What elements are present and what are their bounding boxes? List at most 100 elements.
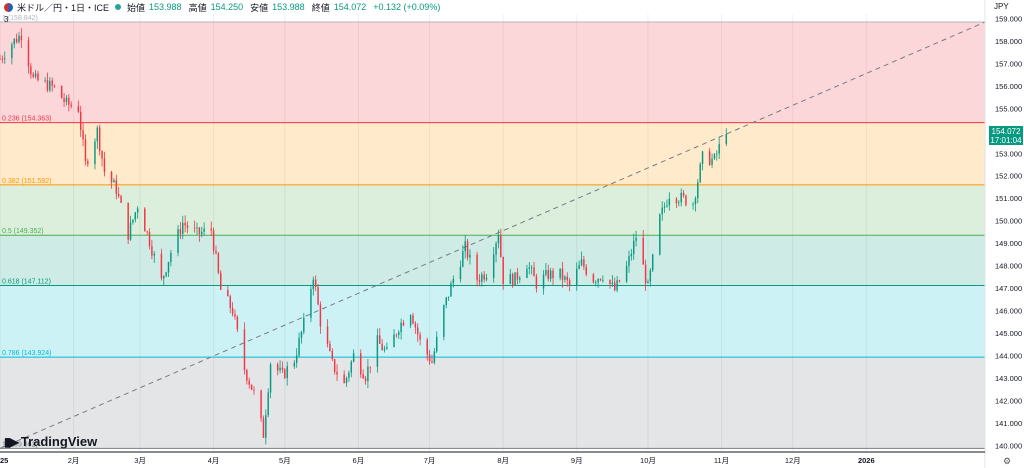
candle-body xyxy=(246,370,248,381)
candle-body xyxy=(644,264,647,284)
fib-level-label: 0.236 (154.363) xyxy=(2,116,51,123)
candle-body xyxy=(170,252,172,263)
tradingview-logo[interactable]: ▮▶ TradingView xyxy=(4,434,97,449)
candle-body xyxy=(542,274,545,289)
candle-body xyxy=(478,280,481,282)
candle-body xyxy=(265,415,267,438)
candle-body xyxy=(333,359,336,372)
candle-body xyxy=(618,280,621,282)
candle-body xyxy=(212,230,215,251)
candle-body xyxy=(165,272,167,276)
settings-gear-icon[interactable]: ⚙ xyxy=(1003,456,1012,466)
candle-body xyxy=(635,237,637,241)
candle-body xyxy=(678,202,680,204)
high-value: 154.250 xyxy=(210,2,244,12)
candle-body xyxy=(314,279,317,287)
fib-bands xyxy=(0,22,985,449)
candle-body xyxy=(11,44,13,59)
currency-label[interactable]: JPY xyxy=(994,2,1009,11)
candle-body xyxy=(545,270,547,275)
candle-body xyxy=(87,161,89,165)
candle-body xyxy=(248,380,250,385)
change-value: +0.132 (+0.09%) xyxy=(373,2,441,12)
price-tick-label: 152.000 xyxy=(995,172,1022,181)
candle-body xyxy=(497,235,500,244)
candle-body xyxy=(459,266,462,280)
price-tick-label: 147.000 xyxy=(995,284,1022,293)
candle-body xyxy=(445,297,447,306)
candle-body xyxy=(452,279,455,284)
candle-body xyxy=(381,343,383,351)
candle-body xyxy=(464,241,466,252)
candle-body xyxy=(364,378,367,382)
tv-logo-icon: ▮▶ xyxy=(4,434,19,449)
time-tick-label: 12月 xyxy=(785,456,801,465)
candle-body xyxy=(229,296,231,308)
price-tick-label: 150.000 xyxy=(995,217,1022,226)
candle-body xyxy=(13,38,15,45)
candle-body xyxy=(476,254,478,281)
candle-body xyxy=(725,133,728,144)
candle-body xyxy=(260,390,262,419)
fib-level-label: 0.618 (147.112) xyxy=(2,279,51,286)
candle-body xyxy=(547,270,550,279)
indicator-counter[interactable]: 3 xyxy=(4,15,9,24)
candle-body xyxy=(82,130,84,140)
candle-body xyxy=(117,193,120,197)
time-tick-label: 8月 xyxy=(497,456,509,465)
candle-body xyxy=(293,362,296,367)
candle-body xyxy=(647,281,649,284)
candle-body xyxy=(383,348,386,351)
time-tick-label: 5月 xyxy=(279,456,291,465)
candle-body xyxy=(101,150,103,159)
candle-body xyxy=(379,335,381,344)
candle-body xyxy=(153,253,156,256)
candle-body xyxy=(360,353,362,375)
candle-body xyxy=(528,267,531,269)
candle-body xyxy=(193,227,196,229)
candle-body xyxy=(711,158,713,165)
current-price-tag: 154.072 17:01:04 xyxy=(989,126,1023,145)
price-tick-label: 157.000 xyxy=(995,59,1022,68)
candle-body xyxy=(201,231,203,235)
candle-body xyxy=(219,272,222,290)
candle-body xyxy=(495,243,497,255)
candle-body xyxy=(443,305,445,337)
candle-body xyxy=(500,235,502,257)
candle-body xyxy=(63,98,65,102)
candle-body xyxy=(70,104,72,107)
candle-body xyxy=(4,58,6,60)
candle-body xyxy=(243,329,246,371)
candle-body xyxy=(329,343,331,351)
candle-body xyxy=(215,250,217,254)
candle-body xyxy=(400,322,402,333)
time-tick-label: 4月 xyxy=(208,456,220,465)
price-tick-label: 148.000 xyxy=(995,262,1022,271)
candle-body xyxy=(492,254,495,278)
candle-body xyxy=(113,180,115,183)
candle-body xyxy=(203,228,205,232)
candle-body xyxy=(146,231,148,233)
candle-body xyxy=(632,240,635,255)
candle-body xyxy=(659,214,661,255)
close-label: 終値 xyxy=(311,2,330,13)
symbol-header: 米ドル／円・1日・ICE 始値 153.988 高値 154.250 安値 153.9… xyxy=(0,0,989,14)
candle-body xyxy=(701,151,704,164)
candle-body xyxy=(348,372,350,378)
candle-body xyxy=(345,377,348,384)
candle-body xyxy=(568,280,571,285)
candle-body xyxy=(144,208,146,232)
candle-body xyxy=(127,202,129,240)
candle-body xyxy=(416,327,419,335)
candle-body xyxy=(549,270,552,279)
candle-body xyxy=(595,282,597,284)
candle-body xyxy=(530,267,533,269)
candle-body xyxy=(49,80,51,91)
candle-body xyxy=(462,251,464,267)
candle-body xyxy=(450,283,452,297)
countdown: 17:01:04 xyxy=(990,136,1022,145)
candle-body xyxy=(163,275,165,279)
candle-body xyxy=(514,272,516,286)
symbol-title[interactable]: 米ドル／円・1日・ICE xyxy=(17,2,110,13)
